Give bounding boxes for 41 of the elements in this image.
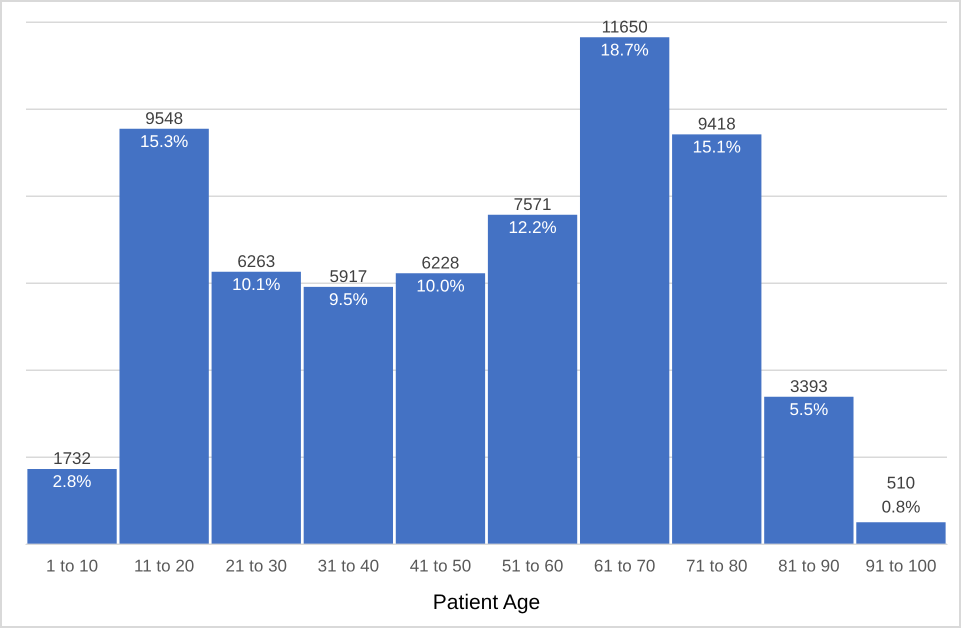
bar bbox=[764, 396, 854, 544]
bar bbox=[212, 272, 301, 544]
bar bbox=[488, 214, 578, 544]
data-label: 5917 bbox=[329, 267, 368, 286]
annotation: 0.8% bbox=[882, 497, 920, 516]
x-axis-title: Patient Age bbox=[432, 591, 540, 614]
data-label: 7571 bbox=[514, 194, 552, 214]
x-tick-label: 51 to 60 bbox=[502, 556, 564, 576]
annotation: 15.1% bbox=[692, 138, 741, 157]
bar bbox=[672, 134, 762, 544]
bar bbox=[119, 128, 209, 544]
data-label: 9548 bbox=[145, 108, 184, 128]
x-tick-label: 21 to 30 bbox=[226, 556, 287, 576]
x-tick-label: 71 to 80 bbox=[686, 556, 748, 576]
annotation: 15.3% bbox=[140, 132, 188, 151]
bar bbox=[304, 286, 394, 544]
x-tick-label: 81 to 90 bbox=[778, 556, 840, 576]
data-label: 3393 bbox=[790, 376, 828, 396]
x-tick-label: 61 to 70 bbox=[594, 556, 656, 576]
x-tick-label: 11 to 20 bbox=[134, 556, 194, 576]
annotation: 10.1% bbox=[232, 274, 280, 294]
data-label: 510 bbox=[886, 473, 916, 492]
data-label: 9418 bbox=[698, 114, 736, 134]
data-label: 6228 bbox=[422, 253, 460, 272]
x-tick-label: 31 to 40 bbox=[318, 556, 380, 576]
data-label: 6263 bbox=[237, 252, 276, 271]
x-tick-label: 1 to 10 bbox=[46, 556, 98, 576]
annotation: 2.8% bbox=[52, 472, 92, 492]
x-tick-label: 41 to 50 bbox=[410, 556, 472, 576]
annotation: 9.5% bbox=[328, 290, 368, 309]
annotation: 12.2% bbox=[508, 218, 557, 237]
bar bbox=[856, 522, 946, 544]
annotation: 18.7% bbox=[600, 40, 649, 60]
data-label: 11650 bbox=[602, 17, 648, 36]
x-tick-label: 91 to 100 bbox=[865, 556, 936, 576]
bar bbox=[396, 273, 486, 544]
data-label: 1732 bbox=[53, 449, 91, 468]
annotation: 10.0% bbox=[416, 276, 465, 296]
bar bbox=[580, 37, 670, 544]
bar bbox=[27, 469, 117, 544]
annotation: 5.5% bbox=[789, 400, 828, 419]
